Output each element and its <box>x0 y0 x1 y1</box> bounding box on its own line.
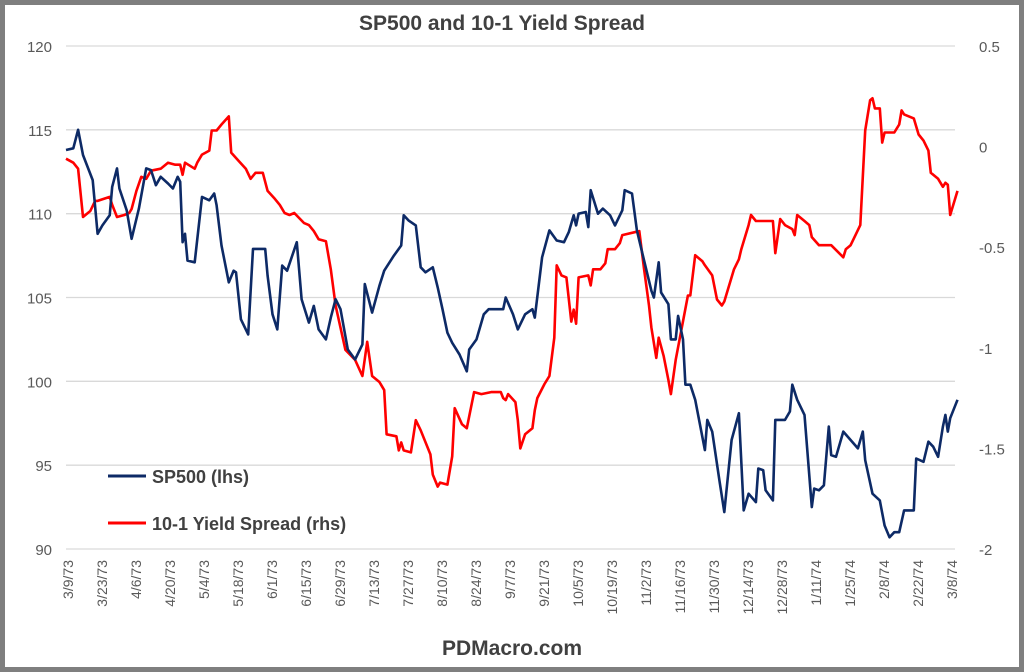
x-tick-label: 8/10/73 <box>434 560 450 607</box>
x-tick-label: 5/4/73 <box>196 560 212 599</box>
legend-label-sp500: SP500 (lhs) <box>152 467 249 487</box>
y-right-tick-label: 0 <box>979 140 987 157</box>
y-left-tick-label: 115 <box>28 123 52 140</box>
x-tick-label: 9/7/73 <box>502 560 518 599</box>
x-tick-label: 11/30/73 <box>706 560 722 614</box>
legend: SP500 (lhs) 10-1 Yield Spread (rhs) <box>108 467 346 534</box>
series-line-sp500 <box>65 128 959 539</box>
x-tick-label: 6/1/73 <box>264 560 280 599</box>
x-tick-label: 6/29/73 <box>332 560 348 607</box>
y-right-tick-label: -0.5 <box>979 240 1005 257</box>
series-line-yield-spread <box>65 97 959 488</box>
x-tick-label: 3/23/73 <box>94 560 110 607</box>
legend-label-yield-spread: 10-1 Yield Spread (rhs) <box>152 514 346 534</box>
y-right-tick-label: -1 <box>979 341 992 358</box>
x-tick-label: 11/16/73 <box>672 560 688 614</box>
x-tick-label: 2/22/74 <box>910 560 926 607</box>
y-right-tick-label: -1.5 <box>979 441 1005 458</box>
x-tick-label: 2/8/74 <box>876 560 892 599</box>
y-right-tick-label: -2 <box>979 542 992 559</box>
x-tick-label: 10/5/73 <box>570 560 586 607</box>
x-tick-label: 5/18/73 <box>230 560 246 607</box>
y-left-tick-label: 95 <box>35 458 52 475</box>
x-tick-label: 3/8/74 <box>944 560 960 599</box>
x-tick-label: 1/11/74 <box>808 560 824 606</box>
y-left-tick-label: 120 <box>27 39 52 56</box>
y-left-tick-label: 100 <box>27 374 52 391</box>
x-tick-label: 8/24/73 <box>468 560 484 607</box>
x-tick-label: 12/28/73 <box>774 560 790 615</box>
x-tick-label: 4/20/73 <box>162 560 178 607</box>
y-right-tick-label: 0.5 <box>979 39 1000 56</box>
x-tick-label: 11/2/73 <box>638 560 654 606</box>
x-tick-label: 10/19/73 <box>604 560 620 615</box>
y-left-tick-label: 110 <box>28 207 52 224</box>
x-tick-label: 1/25/74 <box>842 560 858 607</box>
x-tick-label: 7/27/73 <box>400 560 416 607</box>
footer-source: PDMacro.com <box>442 637 582 660</box>
x-tick-label: 7/13/73 <box>366 560 382 607</box>
x-tick-label: 4/6/73 <box>128 560 144 599</box>
x-axis: 3/9/73 3/23/73 4/6/73 4/20/73 5/4/73 5/18/73 6… <box>60 560 960 615</box>
x-tick-label: 6/15/73 <box>298 560 314 607</box>
x-tick-label: 3/9/73 <box>60 560 76 599</box>
gridlines <box>66 45 955 550</box>
x-tick-label: 9/21/73 <box>536 560 552 607</box>
series-lines <box>65 97 959 539</box>
y-left-tick-label: 105 <box>27 291 52 308</box>
chart-title: SP500 and 10-1 Yield Spread <box>359 12 645 35</box>
y-left-tick-label: 90 <box>35 542 52 559</box>
y-axis-right: -2 -1.5 -1 -0.5 0 0.5 <box>979 39 1005 559</box>
y-axis-left: 90 95 100 105 110 115 120 <box>27 39 52 559</box>
x-tick-label: 12/14/73 <box>740 560 756 615</box>
